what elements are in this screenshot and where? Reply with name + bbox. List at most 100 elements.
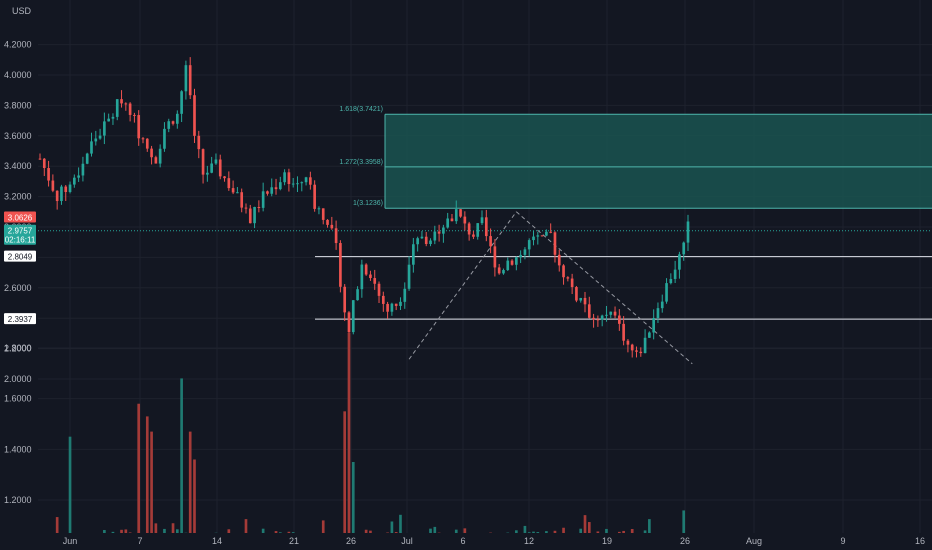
time-axis-label: 12 [524, 536, 534, 546]
volume-bar [287, 531, 291, 533]
volume-bar [163, 528, 166, 533]
candle-body [489, 236, 492, 247]
volume-bar [390, 521, 394, 533]
candle-body [309, 177, 312, 185]
candle-body [386, 303, 389, 312]
candle-body [98, 135, 102, 139]
candle-body [236, 192, 239, 194]
volume-bar [562, 527, 565, 533]
volume-bar [622, 530, 625, 533]
candle-body [394, 303, 398, 306]
price-tag-label: 3.0626 [8, 213, 33, 222]
volume-bar [648, 519, 651, 533]
candle-body [266, 191, 269, 194]
candle-body [532, 236, 535, 241]
candle-body [579, 297, 583, 301]
trendline[interactable] [516, 211, 693, 365]
candle-body [278, 182, 282, 190]
candle-body [630, 344, 634, 351]
candle-body [240, 192, 244, 208]
candle-body [175, 113, 179, 124]
volume-bar [137, 403, 141, 533]
candle-body [85, 153, 89, 164]
currency-label[interactable]: USD [12, 6, 32, 16]
fib-level-label: 1(3.1236) [353, 200, 383, 207]
time-axis-label: 19 [602, 536, 612, 546]
candle-body [373, 278, 377, 284]
candle-body [497, 267, 501, 274]
candle-body [682, 242, 686, 255]
volume-bar [55, 517, 59, 533]
candle-body [218, 159, 222, 177]
candle-body [287, 172, 291, 185]
candle-body [343, 286, 347, 313]
candle-body [227, 178, 231, 189]
candle-body [377, 283, 381, 296]
fib-zone-upper [385, 114, 932, 167]
time-axis-label: Jun [63, 536, 78, 546]
volume-bar [545, 531, 548, 533]
candle-body [184, 65, 188, 92]
candle-body [158, 148, 162, 164]
volume-bar [454, 529, 458, 533]
volume-bar [364, 529, 368, 533]
volume-bar [433, 526, 437, 533]
candle-body [300, 182, 304, 184]
candle-body [605, 314, 608, 316]
candle-body [244, 207, 248, 209]
fib-zone-lower [385, 166, 932, 209]
volume-bar [351, 462, 355, 533]
candle-body [171, 121, 175, 124]
candle-body [321, 208, 325, 220]
candle-body [223, 176, 226, 179]
candle-body [424, 236, 428, 245]
candle-body [665, 283, 668, 302]
candle-body [107, 118, 110, 122]
candle-body [60, 186, 63, 202]
candle-body [618, 315, 621, 324]
price-tick-label: 2.6000 [4, 283, 32, 293]
volume-bar [261, 528, 265, 533]
volume-bar [369, 530, 372, 533]
candle-body [193, 95, 196, 136]
price-tag [4, 224, 36, 245]
volume-bar [120, 529, 123, 533]
candle-body [317, 208, 321, 210]
candle-body [600, 315, 604, 320]
price-tick-label: 3.6000 [4, 131, 32, 141]
volume-bar [587, 522, 591, 533]
trendline[interactable] [408, 211, 517, 360]
candle-body [536, 235, 540, 237]
fib-level-label: 1.618(3.7421) [339, 106, 383, 113]
candle-body [476, 223, 480, 237]
volume-bar [274, 531, 278, 533]
candle-body [257, 206, 261, 208]
candle-body [274, 187, 278, 190]
volume-bar [630, 529, 634, 533]
volume-bar [180, 378, 183, 533]
candle-body [167, 121, 171, 129]
candle-body [364, 264, 368, 275]
volume-bar [515, 530, 518, 533]
candle-body [570, 278, 574, 288]
volume-bar [103, 529, 106, 533]
volume-bar [68, 436, 72, 533]
candle-body [686, 221, 690, 243]
candle-body [652, 318, 655, 333]
candle-body [648, 332, 651, 338]
time-axis-label: Jul [401, 536, 413, 546]
candle-body [635, 350, 638, 352]
price-tick-label: 4.2000 [4, 40, 32, 50]
candle-body [360, 264, 364, 290]
candle-body [459, 209, 462, 217]
price-tick-label: 3.4000 [4, 161, 32, 171]
candle-body [214, 159, 218, 164]
candle-body [527, 240, 531, 250]
volume-bar [244, 519, 248, 533]
candle-body [467, 223, 471, 235]
volume-bar [111, 531, 115, 533]
candle-body [403, 288, 407, 302]
candle-body [540, 235, 544, 237]
candle-body [154, 157, 158, 164]
